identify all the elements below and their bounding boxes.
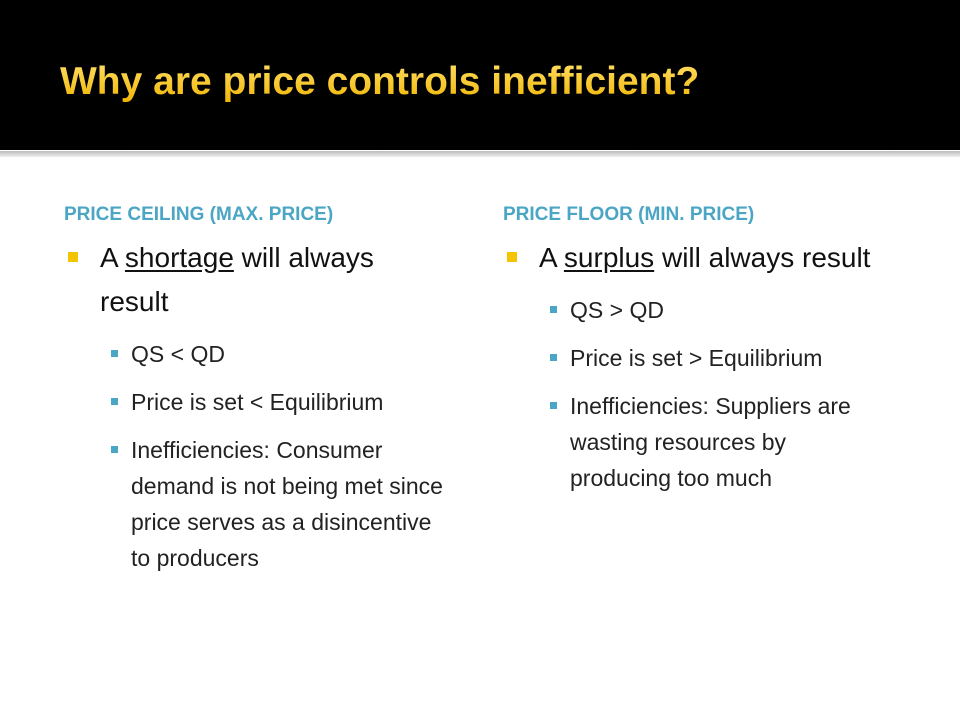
bullet-text: will always result <box>654 242 871 273</box>
sub-bullet: Price is set > Equilibrium <box>503 340 890 376</box>
sub-bullet: Price is set < Equilibrium <box>64 384 451 420</box>
column-heading: PRICE CEILING (MAX. PRICE) <box>64 204 334 225</box>
underlined-term: shortage <box>124 242 234 273</box>
sub-bullet: QS > QD <box>503 292 890 328</box>
column-heading: PRICE FLOOR (MIN. PRICE) <box>503 204 755 225</box>
bullet-text: A <box>100 242 125 273</box>
sub-bullet: Inefficiencies: Consumer demand is not b… <box>64 432 451 576</box>
sub-bullet: Inefficiencies: Suppliers are wasting re… <box>503 388 890 496</box>
underlined-term: surplus <box>563 242 655 273</box>
header-band <box>0 0 960 150</box>
main-bullet: A shortage will always result <box>64 236 450 324</box>
column: PRICE FLOOR (MIN. PRICE) A surplus will a… <box>503 204 903 496</box>
main-bullet: A surplus will always result <box>503 236 889 280</box>
column: PRICE CEILING (MAX. PRICE) A shortage wil… <box>64 204 464 576</box>
bullet-text: will always result <box>100 242 374 317</box>
bullet-text: A <box>539 242 564 273</box>
sub-bullet: QS < QD <box>64 336 451 372</box>
slide-title: Why are price controls inefficient? <box>60 60 700 103</box>
header-rule <box>0 151 960 157</box>
